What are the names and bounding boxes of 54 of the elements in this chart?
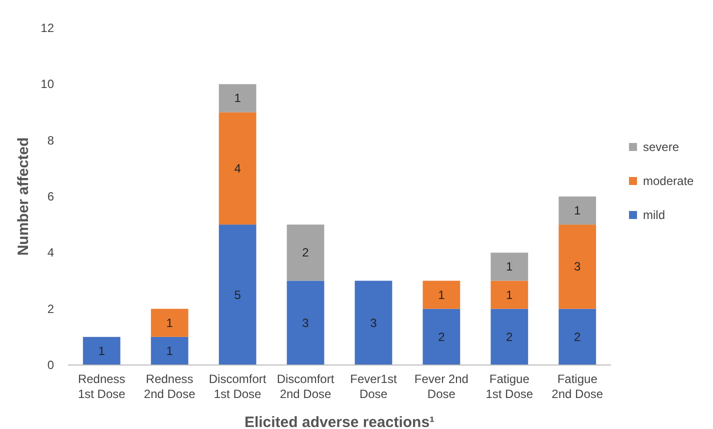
bar	[354, 280, 392, 365]
data-label: 1	[166, 344, 174, 358]
x-tick-label: Redness 2nd Dose	[144, 372, 196, 401]
y-tick-label: 2	[47, 302, 54, 316]
legend-label: severe	[643, 140, 680, 154]
data-label: 2	[506, 330, 514, 344]
bar	[422, 280, 460, 309]
bar	[286, 280, 324, 365]
y-tick-label: 0	[47, 358, 54, 372]
y-tick-label: 12	[40, 21, 54, 35]
x-axis-title: Elicited adverse reactions¹	[244, 414, 435, 429]
y-axis-title: Number affected	[15, 137, 32, 256]
data-label: 1	[506, 288, 514, 302]
bar	[286, 224, 324, 281]
data-label: 1	[234, 91, 242, 106]
data-label: 1	[438, 288, 446, 302]
bar	[490, 252, 528, 281]
x-tick-label: Fatigue 2nd Dose	[552, 372, 604, 401]
bar	[558, 224, 596, 309]
bar	[490, 308, 528, 365]
x-tick-label: Redness 1st Dose	[78, 372, 126, 401]
data-label: 5	[234, 288, 242, 302]
data-label: 1	[506, 260, 514, 274]
data-label: 1	[98, 344, 106, 358]
data-label: 3	[302, 316, 310, 330]
x-tick-label: Fever1st Dose	[350, 372, 398, 401]
bar	[558, 308, 596, 365]
bar	[490, 280, 528, 309]
x-tick-label: Fever 2nd Dose	[414, 372, 468, 401]
data-label: 3	[370, 316, 378, 330]
data-label: 2	[574, 330, 582, 344]
legend-label: moderate	[643, 174, 694, 188]
data-label: 3	[574, 260, 582, 274]
y-tick-label: 10	[40, 77, 54, 92]
x-tick-label: Discomfort 2nd Dose	[276, 372, 335, 401]
data-label: 1	[166, 316, 174, 330]
bar	[218, 112, 256, 225]
bar	[558, 196, 596, 225]
bar	[150, 336, 188, 365]
bar	[82, 336, 120, 365]
y-tick-label: 8	[47, 133, 54, 148]
y-tick-label: 6	[47, 190, 54, 204]
bar	[422, 308, 460, 365]
x-tick-label: Discomfort 1st Dose	[208, 372, 267, 401]
bar	[218, 84, 256, 112]
data-label: 4	[234, 161, 242, 176]
data-label: 2	[302, 246, 310, 260]
data-label: 1	[574, 204, 582, 218]
bar	[218, 224, 256, 365]
legend-label: mild	[643, 208, 666, 222]
data-label: 2	[438, 330, 446, 344]
y-tick-label: 4	[47, 246, 54, 260]
bar	[150, 308, 188, 337]
x-tick-label: Fatigue 1st Dose	[486, 372, 534, 401]
